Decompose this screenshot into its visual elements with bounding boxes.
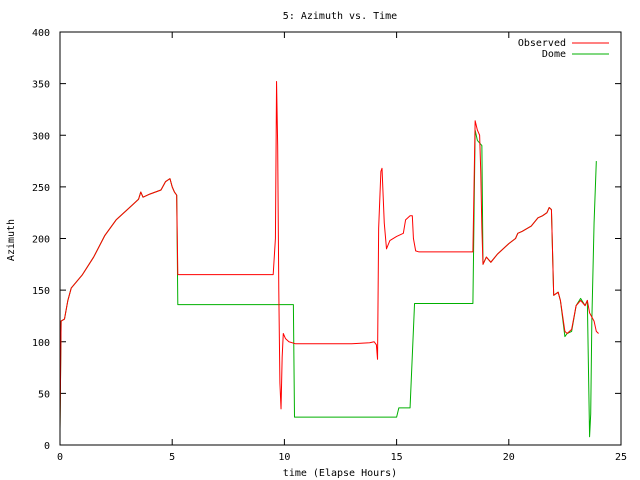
chart-title: 5: Azimuth vs. Time (283, 11, 397, 22)
x-tick-label: 20 (503, 452, 515, 463)
x-tick-label: 5 (169, 452, 175, 463)
x-axis-label: time (Elapse Hours) (283, 468, 397, 479)
y-tick-label: 100 (32, 338, 50, 349)
x-tick-label: 10 (278, 452, 290, 463)
y-tick-label: 350 (32, 80, 50, 91)
y-tick-label: 200 (32, 235, 50, 246)
y-tick-label: 300 (32, 131, 50, 142)
plot-area-frame (59, 31, 622, 446)
y-tick-label: 150 (32, 286, 50, 297)
x-tick-label: 25 (615, 452, 627, 463)
legend-label-dome: Dome (542, 49, 566, 60)
y-tick-label: 400 (32, 28, 50, 39)
legend-label-observed: Observed (518, 38, 566, 49)
series-line-observed (59, 81, 599, 430)
y-tick-label: 50 (38, 389, 50, 400)
y-axis-label: Azimuth (6, 219, 17, 261)
x-tick-label: 0 (57, 452, 63, 463)
x-tick-label: 15 (391, 452, 403, 463)
y-tick-label: 0 (44, 441, 50, 452)
y-tick-label: 250 (32, 183, 50, 194)
